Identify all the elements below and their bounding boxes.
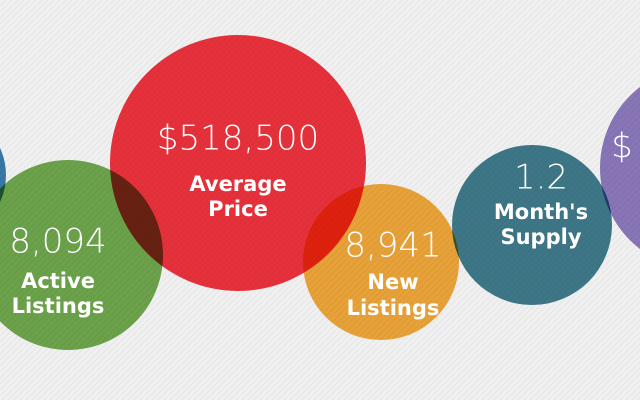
stat-value: 1.2	[514, 158, 568, 198]
stat-value: $	[611, 127, 633, 167]
stat-value: 8,094	[9, 222, 106, 262]
stat-value: 8,941	[344, 226, 441, 266]
bubble-orange	[303, 184, 459, 340]
stat-label: Active	[21, 269, 95, 293]
bubble-red	[110, 35, 366, 291]
bubble-teal	[452, 145, 612, 305]
stat-label: Listings	[347, 296, 440, 320]
stat-label: Supply	[500, 225, 581, 249]
stat-label: Listings	[12, 294, 105, 318]
stat-value: $518,500	[157, 119, 319, 159]
stat-label: New	[367, 270, 418, 294]
stat-label: Price	[208, 197, 268, 221]
bubble-purple	[600, 87, 640, 249]
stat-label: Month's	[494, 200, 588, 224]
stat-label: Average	[189, 172, 286, 196]
